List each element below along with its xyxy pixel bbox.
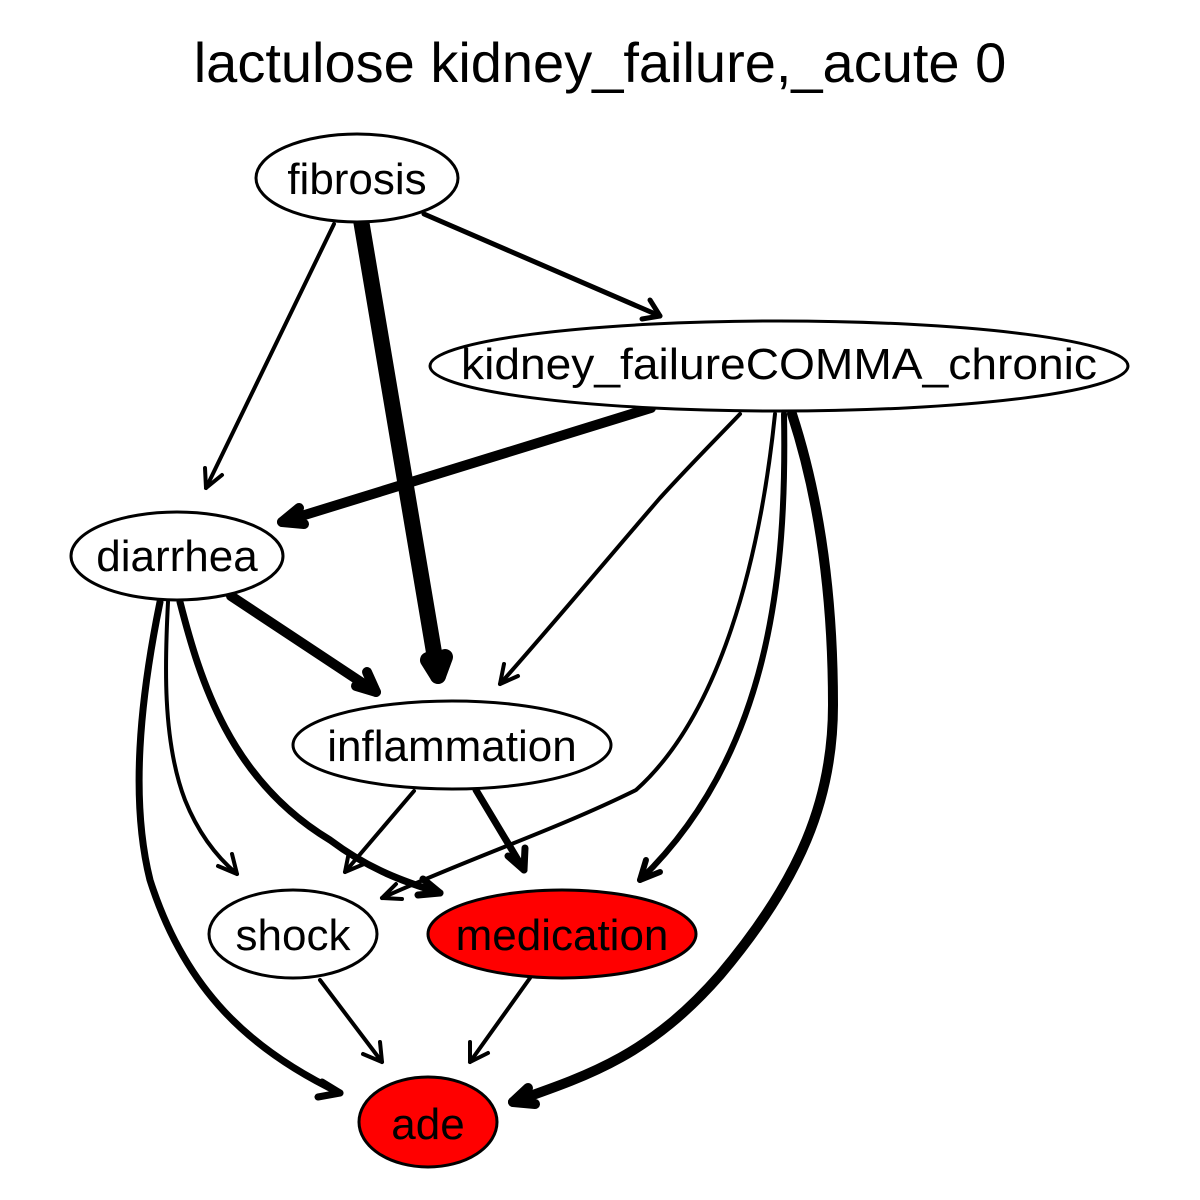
edge-fibrosis-kidney_failure_chronic xyxy=(421,211,663,322)
svg-text:shock: shock xyxy=(236,911,352,960)
svg-text:medication: medication xyxy=(456,911,669,960)
graph-title: lactulose kidney_failure,_acute 0 xyxy=(194,31,1007,94)
edge-kidney_failure_chronic-inflammation xyxy=(498,412,742,686)
node-diarrhea: diarrhea xyxy=(69,510,285,602)
svg-text:inflammation: inflammation xyxy=(327,722,576,771)
node-inflammation: inflammation xyxy=(291,699,613,791)
svg-text:ade: ade xyxy=(391,1100,464,1149)
edge-shock-ade xyxy=(318,978,384,1064)
edge-fibrosis-inflammation xyxy=(353,212,453,684)
edge-kidney_failure_chronic-ade xyxy=(508,409,838,1109)
svg-text:fibrosis: fibrosis xyxy=(287,155,426,204)
edge-kidney_failure_chronic-diarrhea xyxy=(277,403,656,529)
edge-diarrhea-shock xyxy=(163,600,239,876)
edge-inflammation-medication xyxy=(472,786,529,874)
edge-inflammation-shock xyxy=(343,789,416,874)
edge-diarrhea-ade xyxy=(135,598,344,1101)
node-ade: ade xyxy=(357,1075,499,1169)
edge-fibrosis-diarrhea xyxy=(203,222,336,490)
edge-diarrhea-medication xyxy=(176,598,444,899)
node-medication: medication xyxy=(426,888,698,980)
edge-kidney_failure_chronic-medication xyxy=(637,411,788,883)
edge-kidney_failure_chronic-shock xyxy=(380,412,777,901)
edge-diarrhea-inflammation xyxy=(226,591,381,697)
node-kidney-failure-chronic: kidney_failureCOMMA_chronic xyxy=(428,319,1130,413)
node-shock: shock xyxy=(207,888,379,980)
svg-text:kidney_failureCOMMA_chronic: kidney_failureCOMMA_chronic xyxy=(461,340,1097,389)
svg-text:diarrhea: diarrhea xyxy=(96,532,258,581)
edge-medication-ade xyxy=(468,976,532,1064)
node-fibrosis: fibrosis xyxy=(254,132,460,224)
